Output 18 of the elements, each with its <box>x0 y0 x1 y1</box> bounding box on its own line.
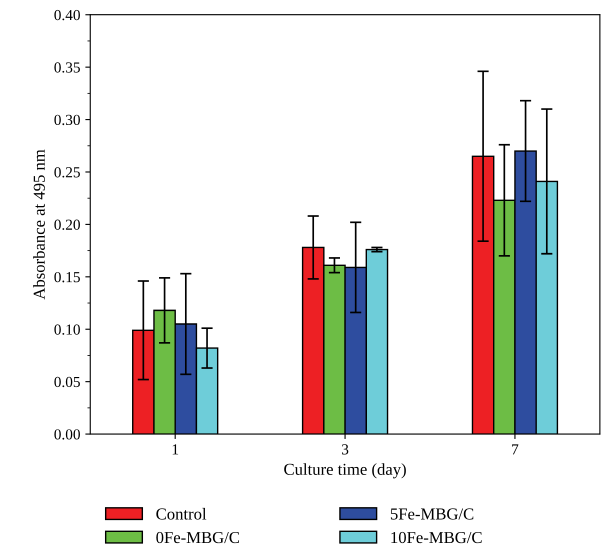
x-axis-title: Culture time (day) <box>284 463 406 478</box>
legend-label: 0Fe-MBG/C <box>156 532 240 544</box>
y-tick-label: 0.00 <box>54 429 80 440</box>
y-tick-label: 0.10 <box>54 324 80 335</box>
x-tick-label: 1 <box>172 444 178 454</box>
y-tick-label: 0.15 <box>54 272 80 282</box>
legend-label: Control <box>156 508 206 520</box>
legend-label: 10Fe-MBG/C <box>391 532 482 544</box>
y-tick-label: 0.05 <box>54 376 80 388</box>
y-axis-title: Absorbance at 495 nm <box>33 149 45 300</box>
y-tick-label: 0.40 <box>54 10 80 20</box>
x-tick-label: 7 <box>512 444 518 454</box>
y-tick-label: 0.20 <box>54 220 80 230</box>
legend-label: 5Fe-MBG/C <box>390 508 474 520</box>
y-tick-label: 0.25 <box>54 167 80 178</box>
y-tick-label: 0.30 <box>54 114 80 126</box>
y-tick-label: 0.35 <box>54 62 80 73</box>
x-tick-label: 3 <box>342 444 348 455</box>
